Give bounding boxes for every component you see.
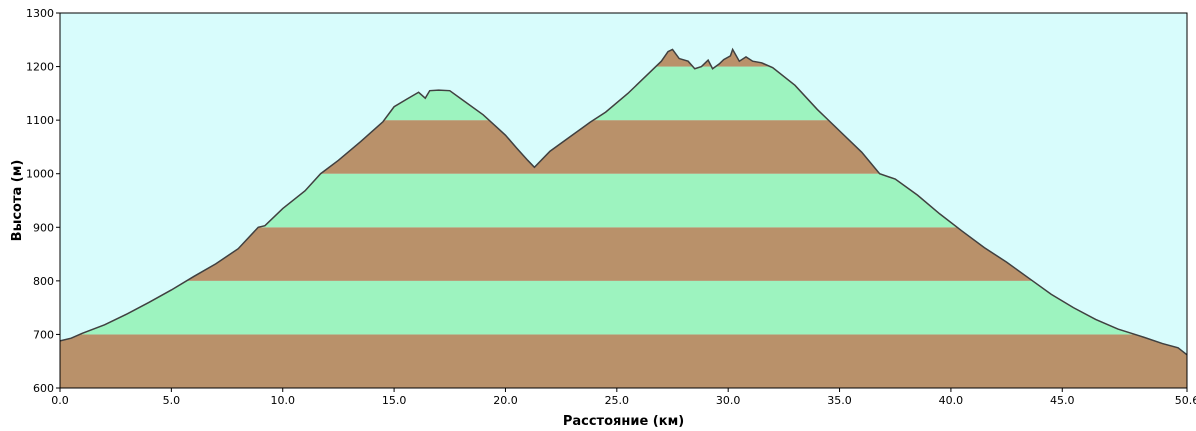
- elevation-band: [60, 280, 1187, 335]
- y-tick-label: 1200: [26, 61, 54, 74]
- x-tick-label: 40.0: [939, 394, 964, 407]
- x-tick-label: 25.0: [605, 394, 630, 407]
- x-tick-label: 45.0: [1050, 394, 1075, 407]
- x-axis-label: Расстояние (км): [563, 414, 684, 429]
- x-tick-label: 5.0: [163, 394, 181, 407]
- x-tick-label: 10.0: [270, 394, 295, 407]
- y-tick-label: 1000: [26, 168, 54, 181]
- y-tick-label: 900: [33, 221, 54, 234]
- y-tick-label: 700: [33, 328, 54, 341]
- x-tick-label: 15.0: [382, 394, 407, 407]
- y-axis-label: Высота (м): [10, 160, 25, 242]
- x-tick-label: 30.0: [716, 394, 741, 407]
- elevation-profile-line: [59, 47, 1188, 356]
- x-tick-label: 20.0: [493, 394, 518, 407]
- y-axis: 600 700 800 900 1000 1100 1200 1300: [26, 7, 60, 395]
- y-tick-label: 1300: [26, 7, 54, 20]
- plot-frame: [59, 12, 1188, 389]
- x-tick-label: 0.0: [51, 394, 69, 407]
- y-tick-label: 800: [33, 275, 54, 288]
- x-tick-label: 50.6: [1175, 394, 1196, 407]
- x-axis: 0.0 5.0 10.0 15.0 20.0 25.0 30.0 35.0 40.0 45.0 50…: [51, 388, 1196, 407]
- y-tick-label: 600: [33, 382, 54, 395]
- elevation-band: [60, 334, 1187, 388]
- y-tick-label: 1100: [26, 114, 54, 127]
- x-tick-label: 35.0: [827, 394, 852, 407]
